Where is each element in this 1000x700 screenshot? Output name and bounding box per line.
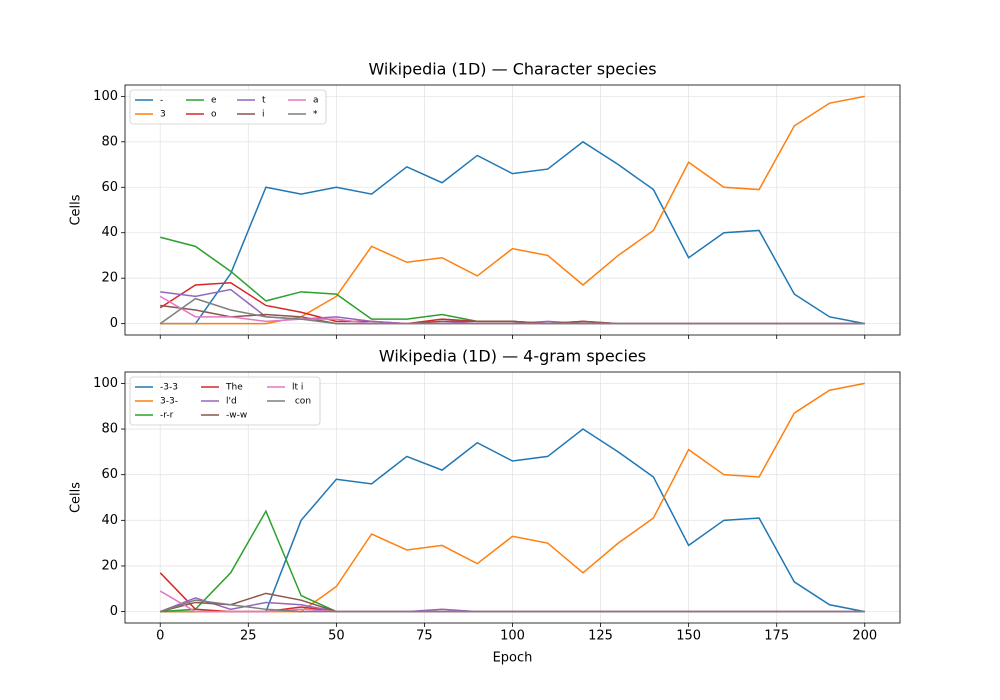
legend-label: l'd	[226, 397, 237, 407]
y-tick-label: 60	[101, 467, 118, 482]
legend-box	[129, 89, 327, 125]
y-tick-label: 20	[101, 271, 118, 286]
series-line	[159, 599, 865, 613]
legend-label: a	[313, 96, 319, 106]
x-axis-label: Epoch	[493, 651, 533, 666]
plot-frame	[124, 84, 901, 336]
series-line	[160, 428, 865, 613]
y-tick-label: 100	[93, 89, 118, 104]
legend-box	[129, 376, 321, 426]
legend-label: -	[160, 96, 163, 106]
legend-label: 3-3-	[160, 397, 178, 407]
subplot: Wikipedia (1D) — 4-gram species Cells Epoc…	[69, 347, 901, 666]
y-tick-label: 60	[101, 180, 118, 195]
legend-label: *	[313, 110, 318, 120]
legend-label: lt i	[292, 383, 303, 393]
y-tick-label: 80	[101, 422, 118, 437]
x-tick-label: 150	[676, 629, 701, 644]
legend-label: con	[292, 397, 311, 407]
legend-label: o	[211, 110, 217, 120]
series-line	[160, 95, 865, 325]
legend-label: 3	[160, 110, 166, 120]
series-line	[160, 140, 865, 325]
legend-label: t	[262, 96, 266, 106]
chart-title: Wikipedia (1D) — 4-gram species	[379, 347, 646, 366]
chart-title: Wikipedia (1D) — Character species	[368, 60, 656, 79]
y-tick-label: 100	[93, 376, 118, 391]
x-tick-label: 0	[156, 629, 164, 644]
x-tick-label: 200	[852, 629, 877, 644]
x-tick-label: 100	[500, 629, 525, 644]
legend-label: -r-r	[160, 411, 174, 421]
plot-frame	[124, 371, 901, 624]
legend-label: The	[225, 383, 243, 393]
y-axis-label: Cells	[69, 194, 84, 225]
y-axis-label: Cells	[69, 482, 84, 513]
series-line	[159, 297, 865, 325]
legend-label: -w-w	[226, 411, 247, 421]
y-tick-label: 80	[101, 134, 118, 149]
subplot: Wikipedia (1D) — Character species Cells 0…	[69, 60, 901, 339]
y-tick-label: 20	[101, 558, 118, 573]
x-tick-label: 50	[328, 629, 345, 644]
x-tick-label: 75	[416, 629, 433, 644]
legend-label: e	[211, 96, 217, 106]
x-tick-label: 25	[240, 629, 257, 644]
legend-label: i	[262, 110, 265, 120]
y-tick-label: 0	[110, 604, 118, 619]
series-line	[160, 382, 865, 613]
y-tick-label: 40	[101, 225, 118, 240]
y-tick-label: 40	[101, 513, 118, 528]
x-tick-label: 125	[588, 629, 613, 644]
x-tick-label: 175	[764, 629, 789, 644]
y-tick-label: 0	[110, 316, 118, 331]
legend-label: -3-3	[160, 383, 178, 393]
